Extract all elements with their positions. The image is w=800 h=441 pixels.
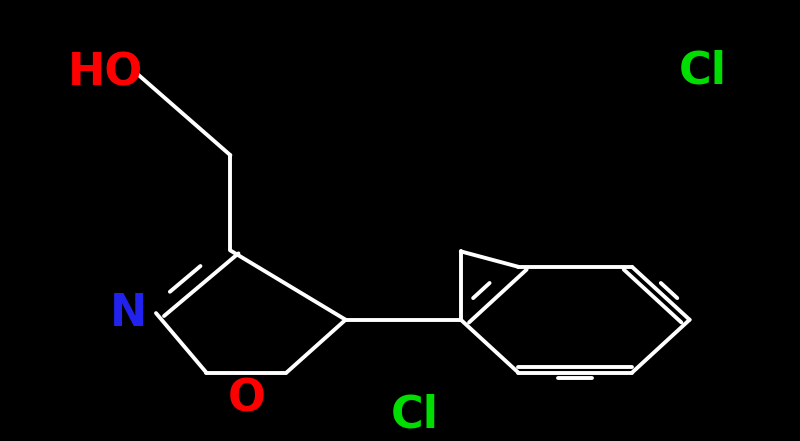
Text: HO: HO bbox=[68, 51, 143, 94]
Text: O: O bbox=[227, 377, 266, 421]
Text: Cl: Cl bbox=[678, 49, 726, 92]
Text: N: N bbox=[110, 292, 146, 335]
Text: Cl: Cl bbox=[390, 393, 438, 436]
